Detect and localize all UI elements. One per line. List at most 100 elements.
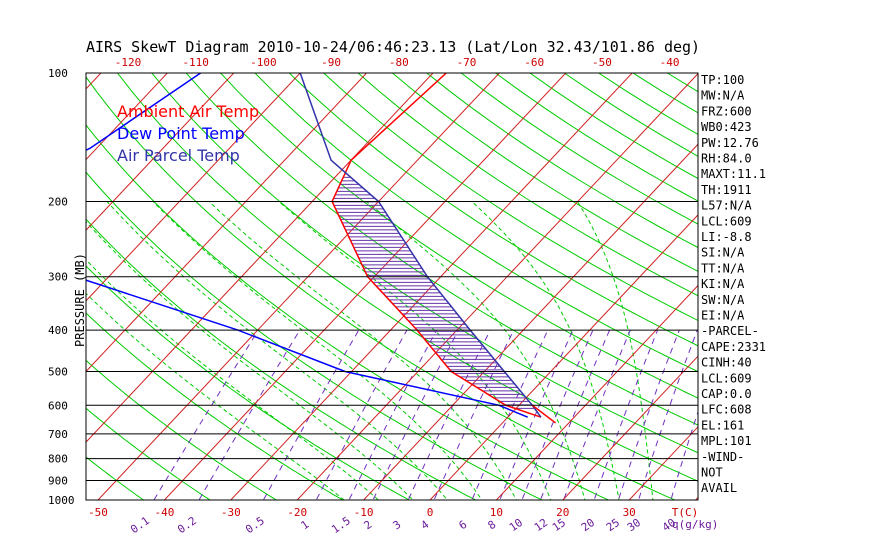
dry-adiabat bbox=[86, 359, 278, 500]
chart-title: AIRS SkewT Diagram 2010-10-24/06:46:23.1… bbox=[86, 38, 700, 56]
index-item: MPL:101 bbox=[701, 434, 752, 448]
dry-adiabat bbox=[357, 73, 698, 297]
index-item: LI:-8.8 bbox=[701, 230, 752, 244]
index-item: L57:N/A bbox=[701, 199, 752, 213]
bottom-temp-tick: 0 bbox=[427, 506, 434, 519]
bottom-temp-tick: 10 bbox=[490, 506, 503, 519]
index-item: TH:1911 bbox=[701, 183, 752, 197]
index-item: EL:161 bbox=[701, 418, 744, 432]
moist-adiabat bbox=[208, 201, 517, 500]
isotherm bbox=[753, 53, 870, 509]
mixing-ratio-line bbox=[348, 329, 438, 500]
bottom-temp-tick: -30 bbox=[221, 506, 241, 519]
mixing-ratio-tick: 30 bbox=[625, 516, 643, 534]
moist-adiabat bbox=[278, 201, 552, 500]
isotherm bbox=[230, 73, 633, 500]
mixing-ratio-line bbox=[670, 410, 698, 500]
mixing-ratio-line bbox=[499, 329, 574, 500]
isotherm bbox=[429, 214, 698, 500]
isotherm bbox=[495, 284, 698, 500]
plot-frame bbox=[85, 72, 699, 501]
dry-adiabat bbox=[254, 73, 698, 373]
mixing-ratio-line bbox=[198, 329, 301, 500]
mixing-ratio-tick: 0.5 bbox=[243, 514, 267, 536]
index-item: FRZ:600 bbox=[701, 104, 752, 118]
mixing-ratio-line bbox=[262, 329, 360, 500]
top-temp-tick: -110 bbox=[182, 56, 209, 69]
isotherm bbox=[0, 53, 53, 509]
legend: Ambient Air Temp Dew Point Temp Air Parc… bbox=[117, 102, 259, 165]
mixing-ratio-line bbox=[539, 329, 611, 500]
grid-lines bbox=[0, 53, 870, 509]
mixing-ratio-line bbox=[153, 329, 259, 500]
pressure-tick-label: 900 bbox=[48, 474, 68, 487]
isotherm bbox=[362, 143, 698, 500]
index-item: SW:N/A bbox=[701, 293, 745, 307]
index-item: NOT bbox=[701, 466, 723, 480]
mixing-ratio-tick: 20 bbox=[579, 516, 597, 534]
surface-segment bbox=[531, 404, 557, 424]
moist-adiabat bbox=[86, 292, 345, 500]
index-item: RH:84.0 bbox=[701, 152, 752, 166]
isotherm bbox=[86, 73, 301, 302]
dry-adiabat bbox=[771, 73, 870, 509]
index-item: AVAIL bbox=[701, 481, 737, 495]
dry-adiabat bbox=[220, 73, 698, 399]
top-temp-tick: -60 bbox=[524, 56, 544, 69]
moist-adiabat bbox=[366, 201, 586, 500]
index-item: SI:N/A bbox=[701, 246, 745, 260]
mixing-ratio-tick: 1.5 bbox=[329, 514, 353, 536]
mixing-ratio-line bbox=[433, 329, 515, 500]
dry-adiabat bbox=[529, 73, 698, 180]
dry-adiabat bbox=[86, 265, 411, 500]
mixing-ratio-tick: 15 bbox=[550, 516, 568, 534]
isotherm bbox=[628, 426, 698, 500]
dew-point-temp-line bbox=[86, 73, 528, 418]
dry-adiabat bbox=[288, 73, 698, 347]
mixing-ratio-tick: 1 bbox=[299, 518, 312, 532]
index-item: TP:100 bbox=[701, 73, 744, 87]
dry-adiabat bbox=[185, 73, 698, 426]
top-temp-tick: -40 bbox=[660, 56, 680, 69]
mixing-ratio-tick: 6 bbox=[457, 518, 470, 532]
bottom-temp-tick: -20 bbox=[287, 506, 307, 519]
index-item: CAPE:2331 bbox=[701, 340, 766, 354]
dry-adiabat bbox=[323, 73, 698, 322]
dry-adiabat bbox=[86, 407, 211, 500]
mixing-ratio-line bbox=[563, 329, 631, 500]
sounding-series bbox=[86, 73, 557, 424]
isotherm bbox=[86, 73, 368, 373]
index-item: WB0:423 bbox=[701, 120, 752, 134]
dry-adiabat bbox=[86, 312, 344, 500]
mixing-ratio-tick: 3 bbox=[391, 518, 404, 532]
mixing-ratio-tick: 0.1 bbox=[128, 514, 152, 536]
legend-air-parcel-temp: Air Parcel Temp bbox=[117, 146, 240, 165]
pressure-tick-label: 700 bbox=[48, 428, 68, 441]
moist-adiabat bbox=[86, 221, 414, 500]
isotherm bbox=[97, 73, 501, 500]
index-item: -WIND- bbox=[701, 450, 744, 464]
mixing-ratio-tick: 0.2 bbox=[175, 514, 199, 536]
mixing-ratio-tick: 40 bbox=[660, 516, 678, 534]
mixing-ratio-line bbox=[372, 329, 459, 500]
dry-adiabat bbox=[86, 218, 477, 500]
index-item: KI:N/A bbox=[701, 277, 745, 291]
isotherm bbox=[86, 73, 169, 161]
isotherm bbox=[296, 73, 698, 500]
ambient-air-temp-line bbox=[331, 73, 542, 418]
top-temp-tick: -120 bbox=[115, 56, 142, 69]
mixing-ratio-tick: 12 bbox=[532, 516, 550, 534]
mixing-ratio-line bbox=[593, 329, 659, 500]
y-axis-label: PRESSURE (MB) bbox=[73, 253, 87, 347]
moist-adiabat bbox=[576, 201, 654, 500]
index-item: TT:N/A bbox=[701, 261, 745, 275]
mixing-ratio-line bbox=[407, 329, 491, 500]
isotherm bbox=[163, 73, 567, 500]
bottom-temp-tick: -10 bbox=[354, 506, 374, 519]
pressure-tick-label: 200 bbox=[48, 196, 68, 209]
index-item: MW:N/A bbox=[701, 89, 745, 103]
pressure-tick-label: 800 bbox=[48, 453, 68, 466]
mixing-ratio-tick: 2 bbox=[362, 518, 375, 532]
